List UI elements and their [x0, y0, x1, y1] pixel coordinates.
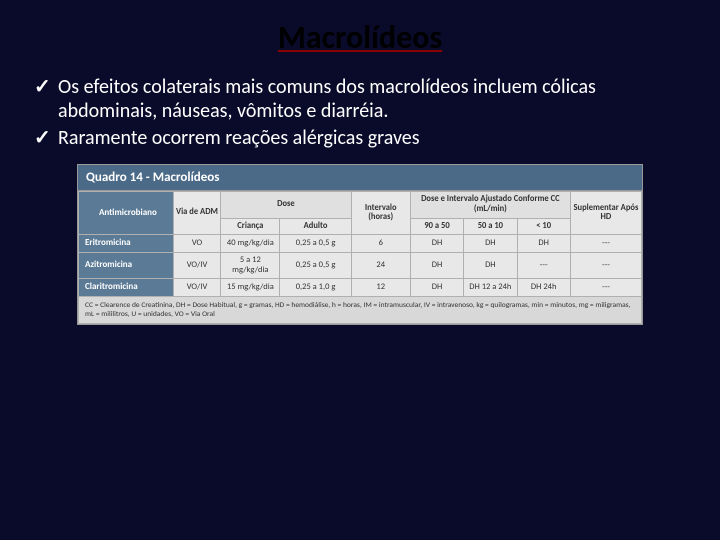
- cell-cc2: DH: [464, 252, 517, 279]
- table-container: Quadro 14 - Macrolídeos Antimicrobiano V…: [77, 164, 643, 325]
- cell-cc2: DH 12 a 24h: [464, 279, 517, 296]
- cell-hd: ---: [570, 279, 641, 296]
- bullet-item: Os efeitos colaterais mais comuns dos ma…: [30, 75, 690, 124]
- table-footer: CC = Clearence de Creatinina, DH = Dose …: [79, 296, 642, 324]
- table-body: Eritromicina VO 40 mg/kg/dia 0,25 a 0,5 …: [79, 235, 642, 324]
- table-row: Azitromicina VO/IV 5 a 12 mg/kg/dia 0,25…: [79, 252, 642, 279]
- cell-adulto: 0,25 a 0,5 g: [280, 252, 351, 279]
- cell-cc1: DH: [410, 279, 463, 296]
- cell-via: VO/IV: [173, 252, 220, 279]
- cell-crianca: 40 mg/kg/dia: [221, 235, 280, 252]
- cell-hd: ---: [570, 252, 641, 279]
- th-antimicrobiano: Antimicrobiano: [79, 192, 174, 235]
- cell-name: Eritromicina: [79, 235, 174, 252]
- th-cc1: 90 a 50: [410, 218, 463, 235]
- cell-cc1: DH: [410, 235, 463, 252]
- macrolideos-table: Antimicrobiano Via de ADM Dose Intervalo…: [78, 191, 642, 324]
- th-intervalo: Intervalo (horas): [351, 192, 410, 235]
- cell-crianca: 5 a 12 mg/kg/dia: [221, 252, 280, 279]
- cell-crianca: 15 mg/kg/dia: [221, 279, 280, 296]
- th-adulto: Adulto: [280, 218, 351, 235]
- table-caption: Quadro 14 - Macrolídeos: [78, 165, 642, 191]
- cell-intervalo: 6: [351, 235, 410, 252]
- slide: Macrolídeos Os efeitos colaterais mais c…: [0, 0, 720, 540]
- table-head: Antimicrobiano Via de ADM Dose Intervalo…: [79, 192, 642, 235]
- th-crianca: Criança: [221, 218, 280, 235]
- bullet-list: Os efeitos colaterais mais comuns dos ma…: [24, 75, 696, 150]
- th-dose: Dose: [221, 192, 351, 219]
- cell-cc3: DH: [517, 235, 570, 252]
- table-row: Eritromicina VO 40 mg/kg/dia 0,25 a 0,5 …: [79, 235, 642, 252]
- th-ajustado: Dose e Intervalo Ajustado Conforme CC (m…: [410, 192, 570, 219]
- cell-cc2: DH: [464, 235, 517, 252]
- th-suplementar: Suplementar Após HD: [570, 192, 641, 235]
- table-footer-row: CC = Clearence de Creatinina, DH = Dose …: [79, 296, 642, 324]
- cell-intervalo: 24: [351, 252, 410, 279]
- bullet-item: Raramente ocorrem reações alérgicas grav…: [30, 126, 690, 150]
- cell-via: VO/IV: [173, 279, 220, 296]
- slide-title: Macrolídeos: [24, 18, 696, 57]
- table-row: Claritromicina VO/IV 15 mg/kg/dia 0,25 a…: [79, 279, 642, 296]
- cell-adulto: 0,25 a 1,0 g: [280, 279, 351, 296]
- th-cc2: 50 a 10: [464, 218, 517, 235]
- cell-cc1: DH: [410, 252, 463, 279]
- title-text: Macrolídeos: [278, 18, 442, 57]
- cell-name: Azitromicina: [79, 252, 174, 279]
- cell-adulto: 0,25 a 0,5 g: [280, 235, 351, 252]
- cell-name: Claritromicina: [79, 279, 174, 296]
- th-cc3: < 10: [517, 218, 570, 235]
- cell-cc3: ---: [517, 252, 570, 279]
- th-via: Via de ADM: [173, 192, 220, 235]
- cell-cc3: DH 24h: [517, 279, 570, 296]
- cell-hd: ---: [570, 235, 641, 252]
- cell-via: VO: [173, 235, 220, 252]
- cell-intervalo: 12: [351, 279, 410, 296]
